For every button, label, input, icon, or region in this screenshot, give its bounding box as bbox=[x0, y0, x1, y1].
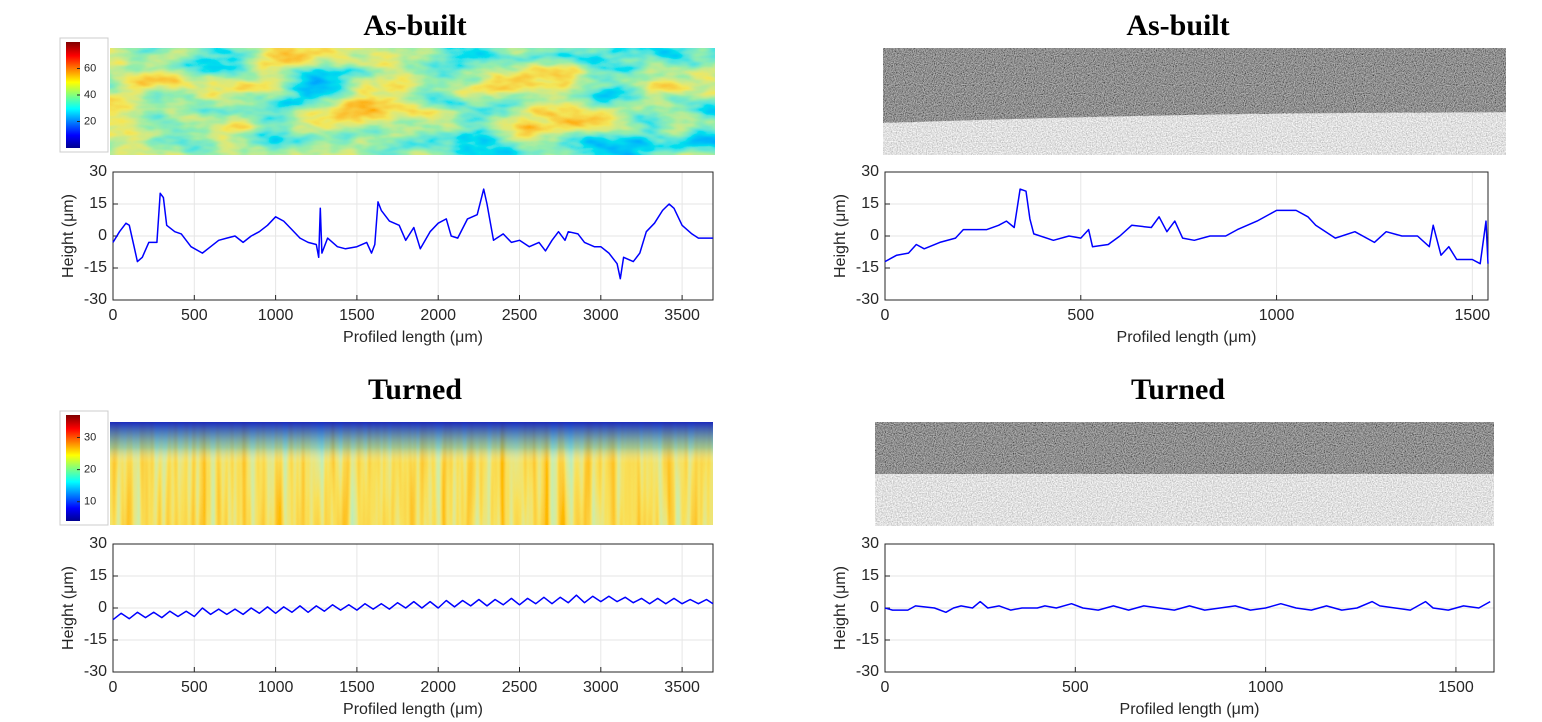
x-tick-label: 1000 bbox=[258, 679, 294, 696]
x-axis-label: Profiled length (μm) bbox=[1117, 329, 1257, 346]
plot-frame bbox=[112, 171, 714, 301]
x-tick-label: 3500 bbox=[664, 679, 700, 696]
y-tick-label: 15 bbox=[89, 567, 107, 584]
x-tick-label: 1500 bbox=[1455, 307, 1491, 324]
x-tick-label: 500 bbox=[1067, 307, 1094, 324]
y-axis-label: Height (μm) bbox=[60, 566, 77, 650]
y-axis-label: Height (μm) bbox=[60, 194, 77, 278]
colorbar-tick-label: 20 bbox=[84, 115, 96, 127]
x-tick-label: 500 bbox=[181, 307, 208, 324]
y-tick-label: 30 bbox=[861, 163, 879, 180]
y-axis-label: Height (μm) bbox=[832, 194, 849, 278]
y-tick-label: -15 bbox=[856, 259, 879, 276]
x-tick-label: 3000 bbox=[583, 679, 619, 696]
height-map bbox=[110, 48, 715, 155]
x-tick-label: 1500 bbox=[339, 307, 375, 324]
x-tick-label: 0 bbox=[109, 679, 118, 696]
y-tick-label: 15 bbox=[89, 195, 107, 212]
colorbar-tick-label: 10 bbox=[84, 496, 96, 508]
y-tick-label: 0 bbox=[98, 599, 107, 616]
x-tick-label: 1000 bbox=[1259, 307, 1295, 324]
x-tick-label: 1000 bbox=[1248, 679, 1284, 696]
profile-line bbox=[112, 594, 714, 621]
profile-line bbox=[884, 600, 1491, 614]
y-tick-label: -30 bbox=[856, 291, 879, 308]
y-tick-label: -30 bbox=[856, 663, 879, 680]
profile-line bbox=[884, 188, 1489, 265]
x-tick-label: 0 bbox=[881, 679, 890, 696]
colorbar bbox=[66, 415, 80, 521]
x-tick-label: 1500 bbox=[1438, 679, 1474, 696]
y-tick-label: 15 bbox=[861, 195, 879, 212]
x-axis-label: Profiled length (μm) bbox=[343, 329, 483, 346]
y-tick-label: -15 bbox=[84, 259, 107, 276]
x-tick-label: 0 bbox=[109, 307, 118, 324]
colorbar bbox=[66, 42, 80, 148]
x-tick-label: 2500 bbox=[502, 679, 538, 696]
y-tick-label: 15 bbox=[861, 567, 879, 584]
x-tick-label: 1500 bbox=[339, 679, 375, 696]
panel-title: Turned bbox=[368, 373, 462, 406]
y-tick-label: -15 bbox=[856, 631, 879, 648]
height-map-shade bbox=[110, 422, 713, 525]
plot-frame bbox=[112, 543, 714, 673]
y-tick-label: 30 bbox=[89, 535, 107, 552]
y-tick-label: -30 bbox=[84, 663, 107, 680]
colorbar-tick-label: 20 bbox=[84, 464, 96, 476]
sem-material bbox=[875, 474, 1494, 526]
x-tick-label: 3500 bbox=[664, 307, 700, 324]
y-axis-label: Height (μm) bbox=[832, 566, 849, 650]
colorbar-tick-label: 60 bbox=[84, 62, 96, 74]
x-tick-label: 500 bbox=[1062, 679, 1089, 696]
colorbar-tick-label: 40 bbox=[84, 89, 96, 101]
panel-title: Turned bbox=[1131, 373, 1225, 406]
y-tick-label: 0 bbox=[870, 227, 879, 244]
x-tick-label: 1000 bbox=[258, 307, 294, 324]
y-tick-label: -15 bbox=[84, 631, 107, 648]
y-tick-label: 30 bbox=[861, 535, 879, 552]
sem-material bbox=[883, 112, 1506, 155]
x-axis-label: Profiled length (μm) bbox=[343, 701, 483, 718]
colorbar-tick-label: 30 bbox=[84, 431, 96, 443]
x-tick-label: 2000 bbox=[420, 679, 456, 696]
y-tick-label: 0 bbox=[98, 227, 107, 244]
panel-title: As-built bbox=[1126, 9, 1229, 42]
y-tick-label: -30 bbox=[84, 291, 107, 308]
x-tick-label: 500 bbox=[181, 679, 208, 696]
plot-frame bbox=[884, 171, 1489, 301]
y-tick-label: 30 bbox=[89, 163, 107, 180]
x-axis-label: Profiled length (μm) bbox=[1120, 701, 1260, 718]
y-tick-label: 0 bbox=[870, 599, 879, 616]
panel-title: As-built bbox=[363, 9, 466, 42]
profile-line bbox=[112, 188, 713, 280]
x-tick-label: 2500 bbox=[502, 307, 538, 324]
x-tick-label: 0 bbox=[881, 307, 890, 324]
x-tick-label: 2000 bbox=[420, 307, 456, 324]
x-tick-label: 3000 bbox=[583, 307, 619, 324]
